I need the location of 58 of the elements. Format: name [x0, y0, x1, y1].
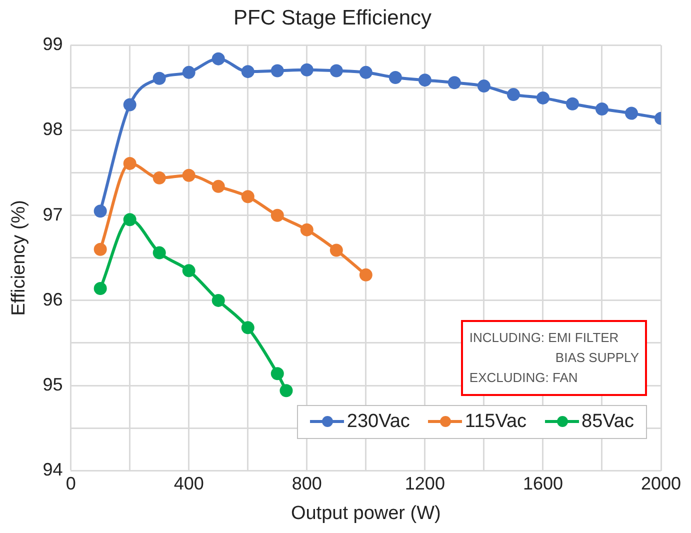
legend-label: 85Vac	[582, 410, 634, 433]
x-tick-label: 1600	[522, 473, 563, 494]
point	[241, 321, 254, 334]
y-tick-label: 96	[42, 289, 63, 310]
point	[280, 384, 293, 398]
point	[300, 223, 314, 236]
point	[595, 102, 608, 116]
point	[94, 282, 107, 296]
y-tick-label: 95	[42, 374, 63, 394]
y-tick-label: 97	[42, 204, 63, 224]
point	[241, 65, 254, 78]
point	[212, 294, 225, 307]
point	[388, 71, 402, 84]
y-tick-label: 99	[42, 34, 63, 54]
point	[418, 74, 432, 87]
x-tick-label: 800	[292, 473, 322, 494]
point	[123, 98, 136, 112]
x-tick-label: 1200	[404, 473, 445, 494]
point	[566, 97, 579, 110]
legend-label: 230Vac	[346, 410, 410, 433]
annotation: EXCLUDING: FAN	[469, 368, 579, 387]
point	[94, 242, 107, 256]
point	[241, 190, 254, 204]
point	[182, 168, 196, 182]
point	[212, 180, 225, 193]
point	[94, 204, 107, 218]
point	[477, 80, 490, 93]
chart-title: PFC Stage Efficiency	[233, 6, 432, 30]
point	[330, 64, 343, 78]
point	[359, 66, 372, 79]
point	[152, 72, 166, 85]
point	[624, 106, 638, 120]
annotation: INCLUDING: EMI FILTER	[469, 328, 620, 347]
point	[152, 246, 166, 260]
point	[182, 264, 196, 278]
point	[152, 171, 166, 184]
point	[270, 208, 284, 222]
x-tick-label: 2000	[640, 473, 682, 494]
point	[182, 66, 196, 79]
point	[212, 52, 225, 66]
point	[300, 63, 314, 76]
x-tick-label: 400	[174, 473, 204, 494]
legend-label: 115Vac	[464, 410, 527, 433]
point	[359, 268, 372, 282]
point	[123, 156, 136, 170]
point	[448, 76, 461, 90]
x-tick-label: 0	[66, 473, 76, 494]
x-axis-title: Output power (W)	[290, 502, 441, 524]
y-tick-label: 94	[42, 460, 63, 480]
y-axis-title: Efficiency (%)	[8, 200, 30, 316]
annotation: BIAS SUPPLY	[554, 348, 639, 367]
point	[330, 244, 343, 257]
point	[270, 64, 284, 78]
y-tick-label: 98	[42, 119, 63, 140]
point	[536, 91, 550, 104]
point	[270, 367, 284, 380]
point	[123, 213, 136, 226]
point	[506, 88, 520, 102]
